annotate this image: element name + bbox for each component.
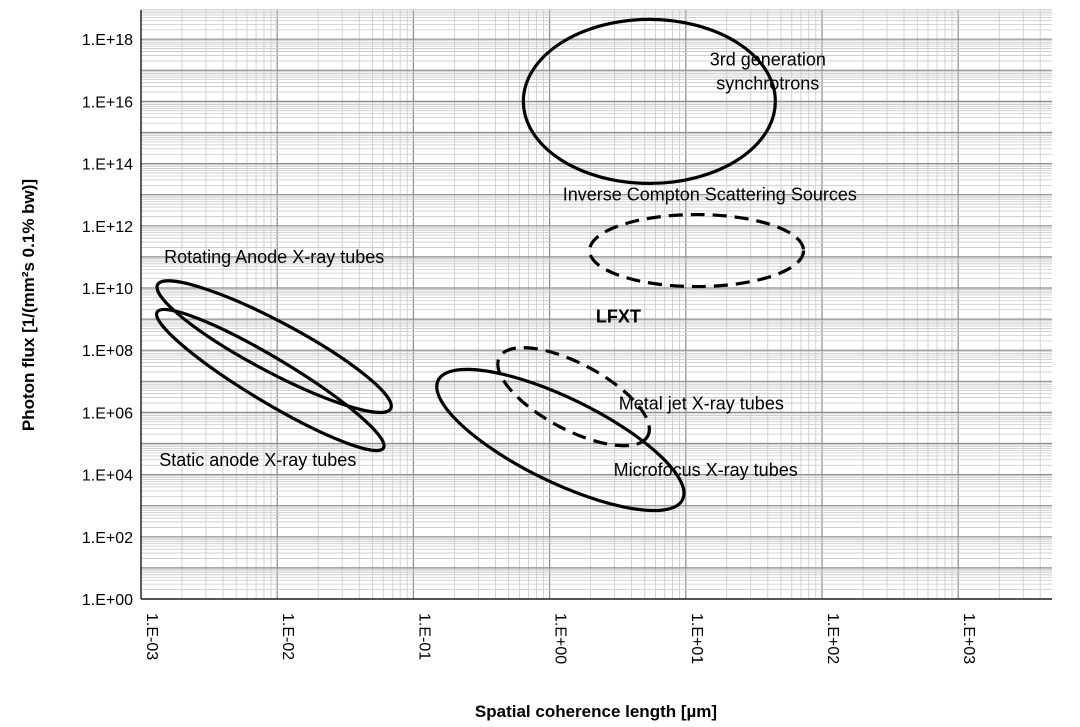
label-rotating-anode-x-ray-tubes: Rotating Anode X-ray tubes xyxy=(164,247,384,267)
x-tick-label: 1.E+00 xyxy=(552,613,569,664)
label-lfxt: LFXT xyxy=(596,307,641,327)
region-rotating-anode-x-ray-tubes xyxy=(155,279,393,415)
y-tick-label: 1.E+08 xyxy=(82,343,133,360)
y-tick-label: 1.E+02 xyxy=(82,530,133,547)
label-line: synchrotrons xyxy=(716,73,819,93)
region-static-anode-x-ray-tubes xyxy=(154,307,386,453)
x-tick-label: 1.E+01 xyxy=(688,613,705,664)
region-3rd-generation-synchrotrons xyxy=(521,17,777,186)
region-microfocus-x-ray-tubes xyxy=(435,367,686,513)
y-tick-label: 1.E+04 xyxy=(82,468,133,485)
x-tick-labels: 1.E-03 1.E-02 1.E-01 1.E+00 1.E+01 1.E+02 1.E+… xyxy=(143,613,977,664)
grid xyxy=(140,9,1052,600)
y-tick-labels: 1.E+00 1.E+02 1.E+04 1.E+06 1.E+08 1.E+10 1.E+… xyxy=(82,32,133,609)
region-labels: 3rd generation synchrotrons Inverse Compto… xyxy=(159,49,857,480)
y-tick-label: 1.E+06 xyxy=(82,405,133,422)
label-microfocus-x-ray-tubes: Microfocus X-ray tubes xyxy=(614,460,798,480)
axes xyxy=(140,10,1052,600)
label-metal-jet-x-ray-tubes: Metal jet X-ray tubes xyxy=(619,394,784,414)
x-tick-label: 1.E-03 xyxy=(143,613,160,660)
y-tick-label: 1.E+00 xyxy=(82,592,133,609)
y-tick-label: 1.E+12 xyxy=(82,219,133,236)
label-line: 3rd generation xyxy=(710,49,826,69)
y-tick-label: 1.E+10 xyxy=(82,281,133,298)
regions xyxy=(154,17,806,513)
region-inverse-compton-scattering-sources xyxy=(587,212,806,289)
y-axis-title: Photon flux [1/(mm²s 0.1% bw)] xyxy=(19,179,38,431)
y-tick-label: 1.E+16 xyxy=(82,94,133,111)
x-tick-label: 1.E+03 xyxy=(960,613,977,664)
x-tick-label: 1.E-01 xyxy=(415,613,432,660)
x-tick-label: 1.E-02 xyxy=(279,613,296,660)
label-static-anode-x-ray-tubes: Static anode X-ray tubes xyxy=(159,450,356,470)
y-tick-label: 1.E+14 xyxy=(82,157,133,174)
region-metal-jet-x-ray-tubes xyxy=(496,346,651,448)
x-axis-title: Spatial coherence length [µm] xyxy=(475,702,717,721)
label-3rd-generation-synchrotrons: 3rd generation synchrotrons xyxy=(710,49,826,93)
y-tick-label: 1.E+18 xyxy=(82,32,133,49)
label-inverse-compton-scattering-sources: Inverse Compton Scattering Sources xyxy=(563,185,857,205)
x-tick-label: 1.E+02 xyxy=(824,613,841,664)
